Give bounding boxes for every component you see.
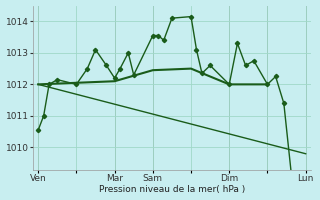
X-axis label: Pression niveau de la mer( hPa ): Pression niveau de la mer( hPa ) bbox=[99, 185, 245, 194]
